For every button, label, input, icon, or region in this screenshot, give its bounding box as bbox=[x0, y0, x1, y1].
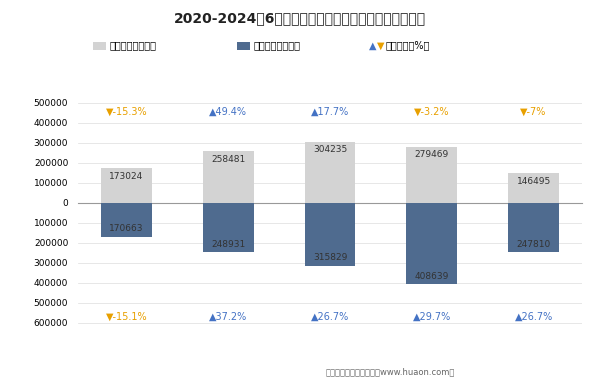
Bar bbox=[101, 203, 152, 237]
Bar bbox=[508, 173, 559, 203]
Bar bbox=[305, 142, 355, 203]
Text: 170663: 170663 bbox=[109, 224, 143, 233]
Text: 同比增长（%）: 同比增长（%） bbox=[385, 41, 430, 51]
Text: 247810: 247810 bbox=[517, 239, 551, 249]
Text: ▼: ▼ bbox=[377, 41, 385, 51]
Bar bbox=[203, 151, 254, 203]
Text: ▲37.2%: ▲37.2% bbox=[209, 312, 247, 321]
Bar bbox=[305, 203, 355, 266]
Text: 出口额（万美元）: 出口额（万美元） bbox=[109, 41, 156, 51]
Text: 279469: 279469 bbox=[415, 150, 449, 159]
Text: ▲: ▲ bbox=[369, 41, 377, 51]
Bar bbox=[101, 168, 152, 203]
Text: 304235: 304235 bbox=[313, 146, 347, 154]
Text: 146495: 146495 bbox=[517, 177, 551, 186]
Text: 408639: 408639 bbox=[415, 272, 449, 281]
Text: 进口额（万美元）: 进口额（万美元） bbox=[253, 41, 300, 51]
Text: ▲26.7%: ▲26.7% bbox=[311, 312, 349, 321]
Text: 2020-2024年6月黄石市商品收发货人所在地进、出口额: 2020-2024年6月黄石市商品收发货人所在地进、出口额 bbox=[174, 11, 426, 25]
Text: 258481: 258481 bbox=[211, 155, 245, 163]
Bar bbox=[508, 203, 559, 252]
Text: ▼-3.2%: ▼-3.2% bbox=[414, 107, 449, 117]
Text: ▲26.7%: ▲26.7% bbox=[515, 312, 553, 321]
Text: 315829: 315829 bbox=[313, 253, 347, 262]
Text: ▲49.4%: ▲49.4% bbox=[209, 107, 247, 117]
Text: 248931: 248931 bbox=[211, 240, 245, 249]
Text: ▼-7%: ▼-7% bbox=[520, 107, 547, 117]
Text: ▲17.7%: ▲17.7% bbox=[311, 107, 349, 117]
Text: ▼-15.3%: ▼-15.3% bbox=[106, 107, 147, 117]
Bar bbox=[203, 203, 254, 252]
Text: 173024: 173024 bbox=[109, 172, 143, 180]
Text: ▼-15.1%: ▼-15.1% bbox=[106, 312, 147, 321]
Bar bbox=[406, 147, 457, 203]
Text: 制图：华经产业研究院（www.huaon.com）: 制图：华经产业研究院（www.huaon.com） bbox=[325, 367, 455, 376]
Bar bbox=[406, 203, 457, 284]
Text: ▲29.7%: ▲29.7% bbox=[413, 312, 451, 321]
